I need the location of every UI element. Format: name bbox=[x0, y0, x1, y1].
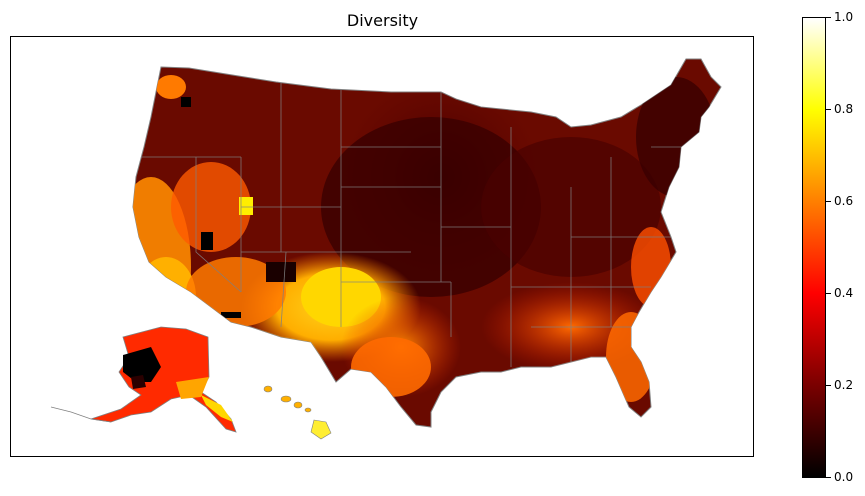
colorbar-tick-label: 0.6 bbox=[834, 194, 854, 208]
choropleth-map bbox=[50, 58, 722, 440]
colorbar-tick-label: 0.0 bbox=[834, 470, 854, 484]
colorbar-tick-label: 0.4 bbox=[834, 286, 854, 300]
colorbar-tick-label: 0.8 bbox=[834, 102, 854, 116]
map-title: Diversity bbox=[346, 11, 419, 30]
colorbar-tick-label: 0.2 bbox=[834, 378, 854, 392]
colorbar-tick bbox=[826, 109, 831, 110]
colorbar-tick bbox=[826, 477, 831, 478]
colorbar-tick bbox=[826, 385, 831, 386]
colorbar-tick bbox=[826, 201, 831, 202]
map-axes bbox=[10, 36, 754, 457]
colorbar-tick bbox=[826, 293, 831, 294]
colorbar bbox=[802, 17, 826, 478]
colorbar-tick-label: 1.0 bbox=[834, 10, 854, 24]
hawaii-region bbox=[263, 385, 332, 440]
alaska-region bbox=[50, 326, 237, 433]
colorbar-tick bbox=[826, 17, 831, 18]
